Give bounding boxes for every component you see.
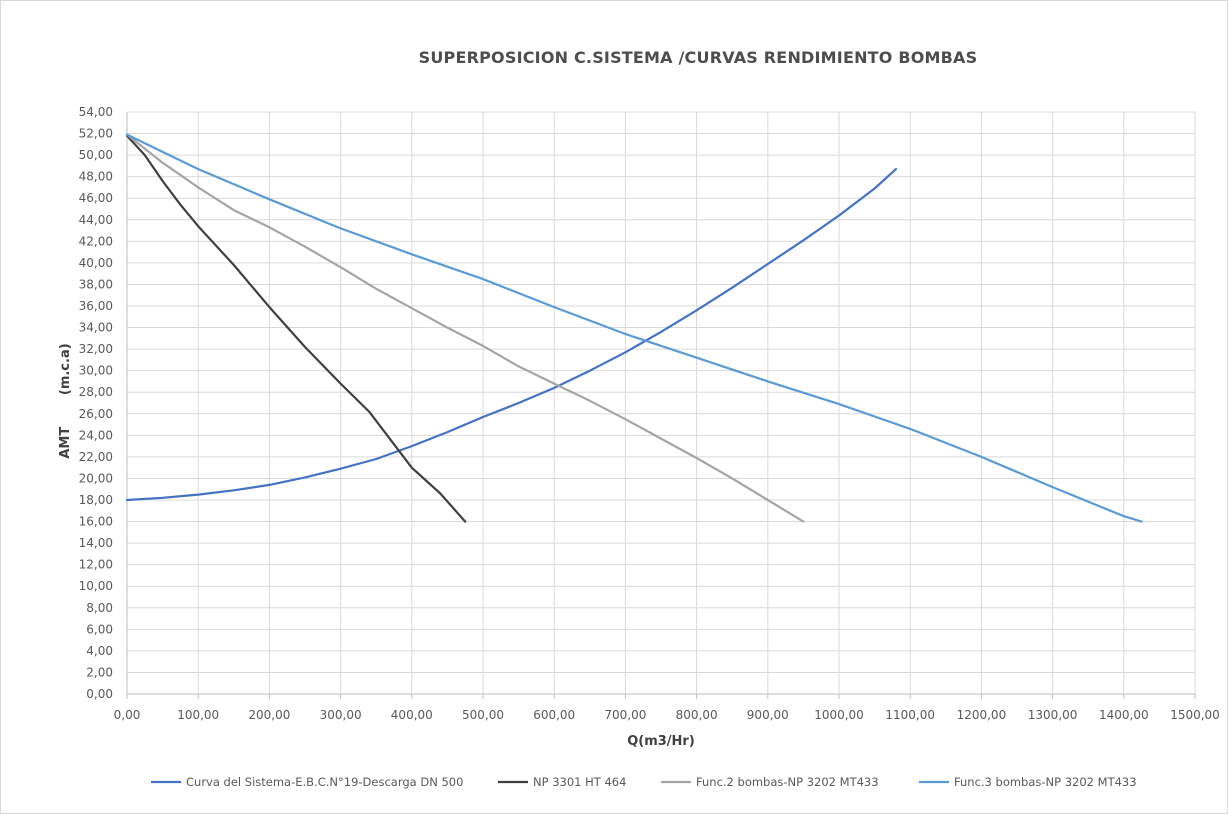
y-tick-label: 40,00	[79, 256, 113, 270]
y-tick-label: 2,00	[86, 665, 113, 679]
legend-label: Curva del Sistema-E.B.C.N°19-Descarga DN…	[186, 775, 463, 789]
series-line-1	[125, 168, 898, 502]
x-tick-label: 900,00	[747, 708, 789, 722]
series-line-4	[125, 133, 1143, 523]
y-tick-label: 32,00	[79, 342, 113, 356]
x-tick-label: 1300,00	[1028, 708, 1078, 722]
y-tick-label: 8,00	[86, 601, 113, 615]
y-tick-label: 42,00	[79, 234, 113, 248]
x-tick-label: 800,00	[676, 708, 718, 722]
x-axis-title: Q(m3/Hr)	[627, 734, 695, 749]
x-tick-label: 1400,00	[1099, 708, 1149, 722]
y-tick-label: 44,00	[79, 213, 113, 227]
y-axis-title: AMT (m.c.a)	[58, 343, 73, 458]
y-tick-label: 14,00	[79, 536, 113, 550]
x-tick-label: 1100,00	[885, 708, 935, 722]
y-tick-label: 30,00	[79, 364, 113, 378]
legend-item: NP 3301 HT 464	[498, 775, 626, 789]
x-tick-label: 200,00	[248, 708, 290, 722]
x-tick-label: 100,00	[177, 708, 219, 722]
y-tick-label: 18,00	[79, 493, 113, 507]
chart-title: SUPERPOSICION C.SISTEMA /CURVAS RENDIMIE…	[419, 48, 978, 67]
legend-item: Curva del Sistema-E.B.C.N°19-Descarga DN…	[151, 775, 463, 789]
y-tick-label: 48,00	[79, 170, 113, 184]
legend: Curva del Sistema-E.B.C.N°19-Descarga DN…	[151, 775, 1137, 789]
y-tick-label: 34,00	[79, 321, 113, 335]
x-tick-label: 600,00	[533, 708, 575, 722]
x-tick-label: 1000,00	[814, 708, 864, 722]
y-tick-label: 38,00	[79, 277, 113, 291]
legend-label: NP 3301 HT 464	[533, 775, 626, 789]
x-tick-label: 0,00	[114, 708, 141, 722]
y-tick-label: 26,00	[79, 407, 113, 421]
legend-item: Func.2 bombas-NP 3202 MT433	[661, 775, 879, 789]
y-tick-label: 28,00	[79, 385, 113, 399]
y-tick-label: 46,00	[79, 191, 113, 205]
series-lines	[125, 133, 1143, 523]
legend-label: Func.2 bombas-NP 3202 MT433	[696, 775, 879, 789]
y-tick-label: 16,00	[79, 515, 113, 529]
legend-label: Func.3 bombas-NP 3202 MT433	[954, 775, 1137, 789]
x-tick-label: 400,00	[391, 708, 433, 722]
y-tick-label: 10,00	[79, 579, 113, 593]
y-tick-label: 20,00	[79, 471, 113, 485]
y-tick-label: 54,00	[79, 105, 113, 119]
y-tick-label: 36,00	[79, 299, 113, 313]
y-tick-label: 52,00	[79, 127, 113, 141]
x-tick-label: 700,00	[604, 708, 646, 722]
grid-lines	[127, 111, 1196, 694]
y-tick-label: 0,00	[86, 687, 113, 701]
y-tick-label: 50,00	[79, 148, 113, 162]
y-tick-label: 12,00	[79, 558, 113, 572]
y-tick-label: 24,00	[79, 428, 113, 442]
x-tick-label: 1500,00	[1170, 708, 1220, 722]
series-line-2	[125, 134, 467, 523]
legend-item: Func.3 bombas-NP 3202 MT433	[919, 775, 1137, 789]
series-line-3	[125, 133, 805, 523]
x-tick-label: 1200,00	[957, 708, 1007, 722]
y-tick-label: 6,00	[86, 622, 113, 636]
x-tick-label: 500,00	[462, 708, 504, 722]
y-tick-label: 22,00	[79, 450, 113, 464]
x-tick-label: 300,00	[320, 708, 362, 722]
axes: 0,00 2,00 4,00 6,00 8,00 10,00 12,00 14,00 16,00…	[79, 105, 1220, 722]
y-tick-label: 4,00	[86, 644, 113, 658]
